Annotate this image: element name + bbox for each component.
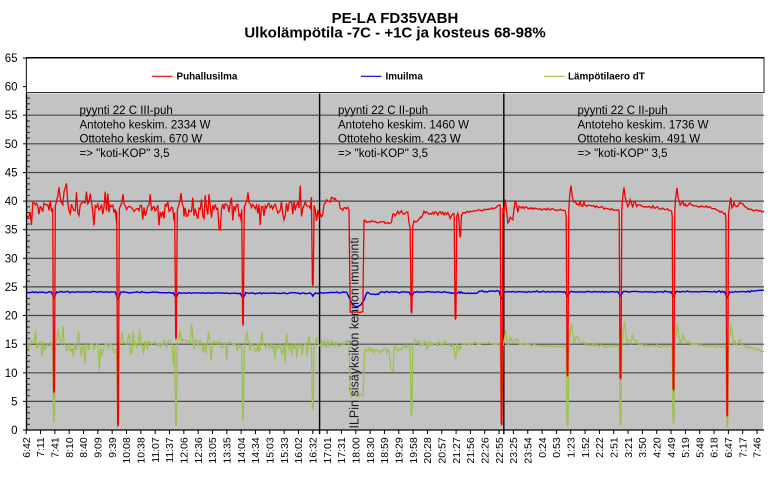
svg-text:22:55: 22:55 — [494, 437, 506, 463]
svg-text:23:25: 23:25 — [508, 437, 520, 463]
svg-text:16:32: 16:32 — [308, 437, 320, 463]
svg-text:14:04: 14:04 — [236, 437, 248, 463]
svg-text:3:21: 3:21 — [623, 437, 635, 458]
svg-text:Ottoteho keskim. 491 W: Ottoteho keskim. 491 W — [578, 134, 701, 146]
svg-text:6:47: 6:47 — [723, 437, 735, 458]
svg-text:10: 10 — [5, 368, 18, 380]
svg-text:1:52: 1:52 — [580, 437, 592, 458]
svg-text:pyynti 22 C II-puh: pyynti 22 C II-puh — [578, 105, 668, 117]
svg-text:1:23: 1:23 — [565, 437, 577, 458]
svg-text:0:24: 0:24 — [537, 437, 549, 458]
svg-text:19:58: 19:58 — [408, 437, 420, 463]
svg-text:=> "koti-KOP" 3,5: => "koti-KOP" 3,5 — [338, 148, 428, 160]
svg-text:14:34: 14:34 — [250, 437, 262, 463]
svg-text:Ottoteho keskim. 423 W: Ottoteho keskim. 423 W — [338, 134, 461, 146]
svg-text:6:42: 6:42 — [21, 437, 33, 458]
svg-text:3:50: 3:50 — [637, 437, 649, 458]
svg-text:10:38: 10:38 — [136, 437, 148, 463]
svg-text:5:48: 5:48 — [694, 437, 706, 458]
svg-text:7:17: 7:17 — [737, 437, 749, 458]
svg-text:7:41: 7:41 — [50, 437, 62, 458]
svg-text:65: 65 — [5, 53, 18, 65]
svg-text:8:40: 8:40 — [78, 437, 90, 458]
svg-text:13:05: 13:05 — [207, 437, 219, 463]
svg-text:12:36: 12:36 — [193, 437, 205, 463]
svg-text:=> "koti-KOP" 3,5: => "koti-KOP" 3,5 — [578, 148, 668, 160]
svg-text:Imuilma: Imuilma — [386, 71, 424, 82]
svg-text:18:30: 18:30 — [365, 437, 377, 463]
svg-text:15:33: 15:33 — [279, 437, 291, 463]
svg-text:23:54: 23:54 — [522, 437, 534, 463]
svg-text:Ulkolämpötila -7C - +1C ja kos: Ulkolämpötila -7C - +1C ja kosteus 68-98… — [244, 24, 545, 41]
svg-text:9:39: 9:39 — [107, 437, 119, 458]
svg-text:Antoteho keskim. 2334 W: Antoteho keskim. 2334 W — [80, 119, 211, 131]
svg-text:15: 15 — [5, 339, 18, 351]
svg-text:PE-LA FD35VABH: PE-LA FD35VABH — [332, 10, 459, 27]
svg-text:5:19: 5:19 — [680, 437, 692, 458]
svg-text:5: 5 — [11, 396, 17, 408]
svg-text:7:46: 7:46 — [752, 437, 764, 458]
svg-text:10:08: 10:08 — [121, 437, 133, 463]
svg-text:7:11: 7:11 — [35, 437, 47, 457]
svg-text:=> "koti-KOP" 3,5: => "koti-KOP" 3,5 — [80, 148, 170, 160]
svg-text:60: 60 — [5, 82, 18, 94]
svg-text:22:26: 22:26 — [479, 437, 491, 463]
svg-text:11:37: 11:37 — [164, 437, 176, 463]
svg-text:30: 30 — [5, 253, 18, 265]
svg-text:12:06: 12:06 — [179, 437, 191, 463]
svg-text:40: 40 — [5, 196, 18, 208]
svg-text:50: 50 — [5, 139, 18, 151]
svg-text:21:27: 21:27 — [451, 437, 463, 463]
svg-text:16:02: 16:02 — [293, 437, 305, 463]
svg-text:Puhallusilma: Puhallusilma — [177, 71, 238, 82]
svg-text:0: 0 — [11, 425, 17, 437]
svg-text:Antoteho keskim. 1736 W: Antoteho keskim. 1736 W — [578, 119, 709, 131]
svg-text:2:22: 2:22 — [594, 437, 606, 458]
svg-text:15:03: 15:03 — [265, 437, 277, 463]
svg-text:13:35: 13:35 — [222, 437, 234, 463]
svg-text:20:28: 20:28 — [422, 437, 434, 463]
svg-text:pyynti 22 C II-puh: pyynti 22 C II-puh — [338, 105, 428, 117]
svg-text:9:09: 9:09 — [93, 437, 105, 458]
svg-text:8:10: 8:10 — [64, 437, 76, 458]
svg-text:2:51: 2:51 — [608, 437, 620, 458]
svg-text:20:57: 20:57 — [436, 437, 448, 463]
svg-text:4:49: 4:49 — [666, 437, 678, 458]
svg-text:17:31: 17:31 — [336, 437, 348, 463]
svg-text:18:00: 18:00 — [350, 437, 362, 463]
svg-text:21:56: 21:56 — [465, 437, 477, 463]
svg-text:4:20: 4:20 — [651, 437, 663, 458]
svg-text:45: 45 — [5, 168, 18, 180]
svg-text:Lämpötilaero dT: Lämpötilaero dT — [568, 71, 645, 82]
svg-text:17:01: 17:01 — [322, 437, 334, 463]
svg-text:18:59: 18:59 — [379, 437, 391, 463]
svg-text:55: 55 — [5, 110, 18, 122]
svg-text:pyynti 22 C III-puh: pyynti 22 C III-puh — [80, 105, 173, 117]
svg-text:6:18: 6:18 — [709, 437, 721, 458]
svg-text:Ottoteho keskim. 670 W: Ottoteho keskim. 670 W — [80, 134, 203, 146]
svg-text:19:29: 19:29 — [393, 437, 405, 463]
svg-text:0:53: 0:53 — [551, 437, 563, 458]
svg-text:35: 35 — [5, 225, 18, 237]
svg-text:20: 20 — [5, 311, 18, 323]
svg-text:Antoteho keskim. 1460 W: Antoteho keskim. 1460 W — [338, 119, 469, 131]
svg-text:11:07: 11:07 — [150, 437, 162, 463]
svg-text:25: 25 — [5, 282, 18, 294]
svg-text:ILPin sisäyksikön kennon imuro: ILPin sisäyksikön kennon imurointi — [348, 237, 362, 428]
